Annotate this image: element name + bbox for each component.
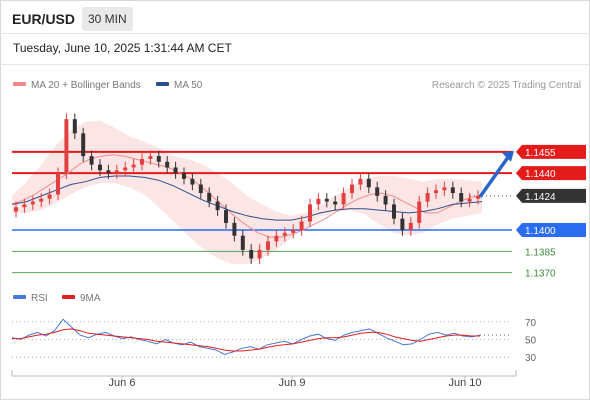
candle-body — [341, 193, 346, 205]
candle-body — [299, 221, 304, 230]
candle-body — [467, 198, 472, 202]
level-label: 1.1424 — [525, 192, 556, 203]
ma20-swatch — [13, 82, 26, 87]
ma50-label: MA 50 — [174, 80, 203, 91]
x-tick-label: Jun 9 — [279, 377, 306, 389]
candle-body — [257, 249, 262, 259]
candle-body — [106, 170, 111, 174]
candle-body — [266, 241, 270, 250]
bollinger-band — [12, 120, 482, 265]
candle-body — [274, 235, 279, 242]
credit-text: Research © 2025 Trading Central — [431, 80, 581, 91]
candle-body — [89, 156, 94, 165]
ma50-line — [11, 175, 483, 221]
subheader-divider — [0, 64, 590, 65]
candle-body — [56, 173, 60, 195]
candle-body — [190, 178, 195, 185]
candle-body — [333, 201, 338, 205]
level-label: 1.1370 — [525, 269, 556, 280]
ma50-swatch — [156, 82, 169, 87]
candle-body — [291, 230, 296, 233]
candle-body — [408, 222, 413, 230]
rsi-tick-label: 30 — [525, 353, 537, 364]
level-tag — [516, 188, 586, 203]
candle-body — [459, 193, 464, 202]
rsi-swatch — [13, 295, 26, 300]
forecast-arrow-head — [502, 150, 514, 162]
candle-body — [476, 195, 480, 199]
rsi-tick-label: 70 — [525, 318, 537, 329]
candle-body — [22, 204, 27, 208]
legend-rsi: RSI — [13, 293, 48, 304]
candle-body — [198, 184, 203, 194]
candle-body — [123, 167, 128, 171]
rsi-ma-swatch — [62, 295, 75, 300]
candle-body — [215, 201, 220, 211]
candle-body — [165, 161, 170, 168]
candle-body — [324, 198, 329, 202]
candle-body — [392, 204, 396, 219]
candle-body — [249, 249, 254, 259]
candle-body — [148, 156, 153, 159]
candle-body — [375, 187, 380, 196]
candle-body — [308, 204, 312, 222]
candle-body — [224, 210, 228, 223]
candle-body — [114, 170, 119, 174]
level-label: 1.1385 — [525, 247, 556, 258]
candle-body — [207, 193, 212, 202]
ma20-label: MA 20 + Bollinger Bands — [31, 80, 141, 91]
candle-body — [156, 156, 161, 162]
header-divider — [0, 33, 590, 34]
candle-body — [72, 119, 77, 134]
level-label: 1.1455 — [525, 148, 556, 159]
legend-ma50: MA 50 — [156, 80, 202, 91]
candle-body — [47, 194, 52, 199]
timestamp: Tuesday, June 10, 2025 1:31:44 AM CET — [13, 41, 232, 55]
x-tick-label: Jun 6 — [109, 377, 136, 389]
candle-body — [425, 193, 430, 202]
rsi-ma-label: 9MA — [80, 293, 101, 304]
candle-body — [442, 187, 447, 191]
level-tag — [516, 144, 586, 159]
forecast-arrow — [478, 154, 511, 198]
candle-body — [14, 207, 18, 212]
candle-body — [81, 133, 86, 157]
candle-body — [182, 173, 186, 179]
candle-body — [98, 164, 102, 171]
symbol-title: EUR/USD — [12, 11, 76, 27]
rsi-tick-label: 50 — [525, 336, 537, 347]
candle-body — [400, 218, 405, 230]
candle-body — [383, 195, 388, 205]
level-label: 1.1400 — [525, 226, 556, 237]
timeframe-badge[interactable]: 30 MIN — [82, 7, 133, 31]
level-tag — [516, 223, 586, 237]
rsi-line — [11, 318, 481, 356]
level-label: 1.1440 — [525, 169, 556, 180]
candle-body — [282, 232, 287, 236]
candle-body — [30, 201, 35, 205]
candle-body — [350, 184, 354, 194]
candle-body — [232, 222, 237, 236]
candle-body — [173, 167, 178, 174]
candle-body — [316, 198, 321, 205]
legend-ma20: MA 20 + Bollinger Bands — [13, 80, 141, 91]
candle-body — [417, 201, 422, 223]
legend-rsi-ma: 9MA — [62, 293, 101, 304]
candle-body — [64, 119, 69, 174]
level-tag — [516, 166, 586, 181]
candle-body — [450, 187, 455, 194]
rsi-ma-line — [12, 328, 480, 352]
candle-body — [140, 158, 144, 165]
candle-body — [131, 164, 136, 168]
candle-body — [434, 190, 438, 194]
x-tick-label: Jun 10 — [448, 377, 481, 389]
candle-body — [39, 198, 44, 202]
rsi-label: RSI — [31, 293, 48, 304]
candle-body — [366, 178, 371, 188]
candle-body — [240, 235, 245, 250]
candle-body — [358, 178, 363, 185]
